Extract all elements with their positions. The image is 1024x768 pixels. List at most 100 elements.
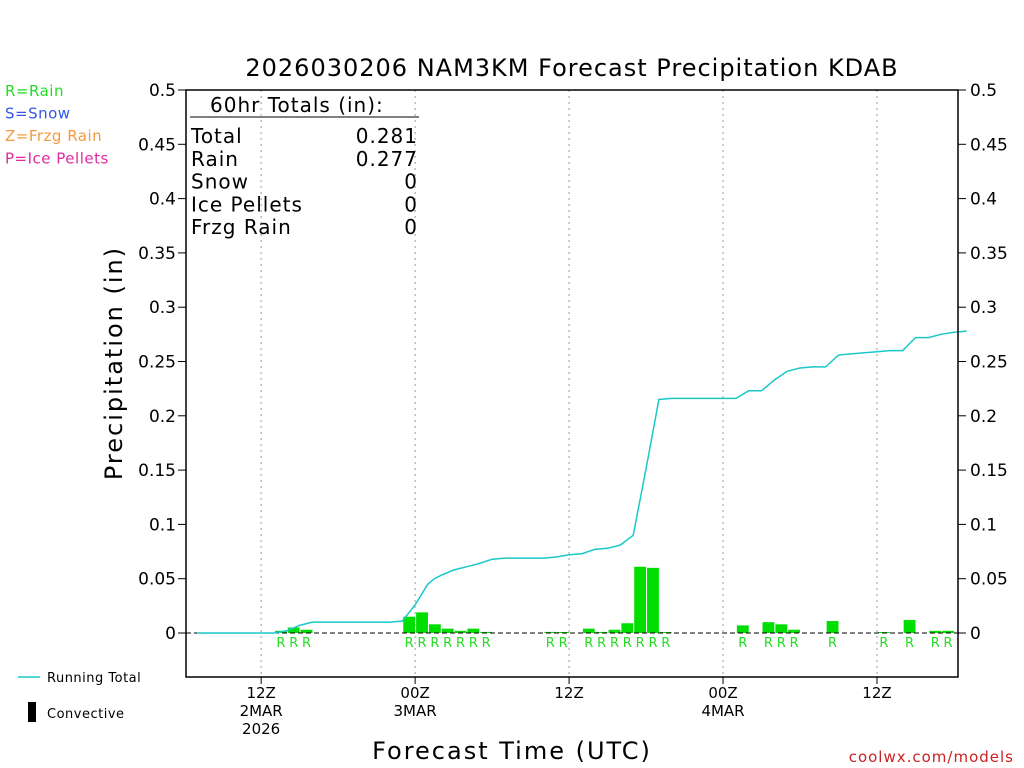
totals-row-value: 0 <box>404 215 418 239</box>
ptype-label: R <box>661 636 670 651</box>
y-tick-label-left: 0.35 <box>138 244 176 264</box>
y-tick-label-right: 0.1 <box>970 515 997 535</box>
ptype-label: R <box>636 636 645 651</box>
ptype-label: R <box>764 636 773 651</box>
y-axis-left: 0.5 0.45 0.4 0.35 0.3 0.25 0.2 0.15 0.1 0.05 0 <box>138 81 186 644</box>
ptype-label: R <box>418 636 427 651</box>
ptype-label: R <box>931 636 940 651</box>
running-total-line <box>197 330 967 634</box>
y-tick-label-left: 0.3 <box>149 298 176 318</box>
convective-swatch <box>28 702 36 722</box>
ptype-label: R <box>405 636 414 651</box>
convective-legend-label: Convective <box>47 707 125 722</box>
x-axis-label: Forecast Time (UTC) <box>372 737 652 765</box>
precip-bar <box>775 624 788 633</box>
precip-bar <box>608 629 621 633</box>
ptype-label: R <box>430 636 439 651</box>
precip-bar <box>287 627 300 633</box>
precip-bar <box>454 630 467 633</box>
precip-bar <box>942 630 954 633</box>
totals-row-label: Snow <box>191 170 249 194</box>
ptype-label: R <box>469 636 478 651</box>
ptype-label: R <box>482 636 491 651</box>
ptype-label: R <box>546 636 555 651</box>
totals-header: 60hr Totals (in): <box>210 93 384 117</box>
precip-bar <box>621 623 634 633</box>
ptype-label: R <box>905 636 914 651</box>
precip-bar <box>595 631 608 633</box>
x-tick-label: 00Z <box>708 684 737 702</box>
ptype-label: R <box>559 636 568 651</box>
y-axis-label: Precipitation (in) <box>100 246 128 480</box>
y-tick-label-left: 0.45 <box>138 135 176 155</box>
y-tick-label-left: 0.25 <box>138 353 176 373</box>
x-tick-label: 12Z <box>246 684 275 702</box>
ptype-legend-item: Z=Frzg Rain <box>5 127 102 145</box>
ptype-label: R <box>879 636 888 651</box>
precip-bar <box>903 619 916 633</box>
ptype-label: R <box>597 636 606 651</box>
precip-bar <box>929 630 942 633</box>
ptype-label: R <box>456 636 465 651</box>
y-tick-label-right: 0.45 <box>970 135 1008 155</box>
y-tick-label-left: 0.4 <box>149 190 176 210</box>
totals-row-value: 0 <box>404 170 418 194</box>
precip-bar <box>403 616 416 633</box>
precip-bar <box>582 628 595 633</box>
y-tick-label-right: 0.25 <box>970 353 1008 373</box>
y-tick-label-right: 0.5 <box>970 81 997 101</box>
precip-bar <box>762 622 775 633</box>
y-axis-right: 0.5 0.45 0.4 0.35 0.3 0.25 0.2 0.15 0.1 0.05 0 <box>958 81 1008 644</box>
y-tick-label-left: 0.5 <box>149 81 176 101</box>
grid-lines <box>260 90 878 677</box>
y-tick-label-right: 0 <box>970 624 981 644</box>
precip-bar <box>416 612 428 633</box>
precip-bar <box>659 632 672 633</box>
precip-bar <box>467 628 480 633</box>
y-tick-label-right: 0.05 <box>970 570 1008 590</box>
ptype-legend-item: P=Ice Pellets <box>5 150 109 168</box>
ptype-label: R <box>738 636 747 651</box>
y-tick-label-right: 0.15 <box>970 461 1008 481</box>
totals-row-label: Total <box>190 124 243 148</box>
x-tick-label: 2MAR <box>240 702 283 720</box>
precip-bar <box>428 624 441 633</box>
y-tick-label-left: 0.1 <box>149 515 176 535</box>
ptype-legend-item: R=Rain <box>5 82 64 100</box>
totals-row-label: Frzg Rain <box>191 215 292 239</box>
y-tick-label-right: 0.3 <box>970 298 997 318</box>
ptype-label: R <box>584 636 593 651</box>
ptype-label: R <box>828 636 837 651</box>
precip-bar <box>634 566 647 633</box>
precip-bar <box>736 625 749 633</box>
totals-row-value: 0.281 <box>356 124 418 148</box>
ptype-label: R <box>289 636 298 651</box>
y-tick-label-left: 0.15 <box>138 461 176 481</box>
precip-bar <box>544 631 557 633</box>
ptype-label: R <box>944 636 953 651</box>
chart-title: 2026030206 NAM3KM Forecast Precipitation… <box>245 54 898 82</box>
precip-bar <box>647 567 659 633</box>
precip-bar <box>441 628 454 633</box>
precip-bars <box>274 566 954 633</box>
y-tick-label-left: 0.05 <box>138 570 176 590</box>
precip-bar <box>300 629 313 633</box>
ptype-label: R <box>443 636 452 651</box>
y-tick-label-left: 0.2 <box>149 407 176 427</box>
totals-row-value: 0 <box>404 192 418 216</box>
y-tick-label-right: 0.4 <box>970 190 997 210</box>
x-tick-label: 12Z <box>554 684 583 702</box>
totals-row-label: Ice Pellets <box>191 192 303 216</box>
precip-type-legend: R=Rain S=Snow Z=Frzg Rain P=Ice Pellets <box>5 82 109 168</box>
precip-bar <box>826 621 839 633</box>
x-tick-label: 12Z <box>862 684 891 702</box>
precip-bar <box>788 629 801 633</box>
running-total-legend-label: Running Total <box>47 671 141 686</box>
y-tick-label-right: 0.2 <box>970 407 997 427</box>
ptype-label: R <box>790 636 799 651</box>
ptype-label: R <box>302 636 311 651</box>
precip-bar <box>480 631 493 633</box>
x-tick-label: 2026 <box>242 720 280 738</box>
